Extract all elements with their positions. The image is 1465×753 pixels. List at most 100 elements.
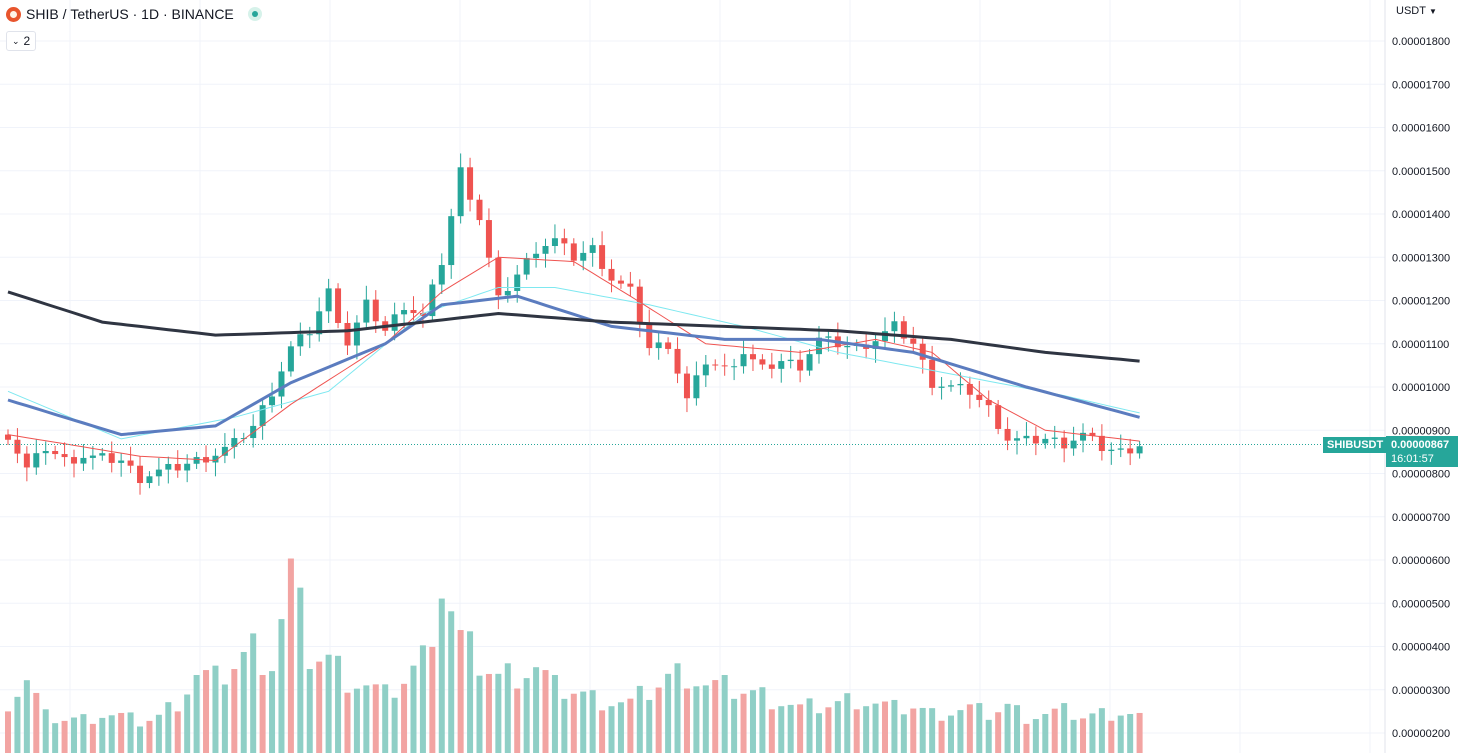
volume-bar	[1023, 723, 1030, 753]
candle-body	[344, 322, 351, 346]
interval[interactable]: 1D	[141, 6, 160, 22]
volume-bar	[485, 673, 492, 753]
market-status-icon[interactable]	[247, 7, 262, 21]
volume-bar	[608, 706, 615, 753]
last-price-value: 0.00000867	[1391, 439, 1450, 451]
volume-bar	[1032, 719, 1039, 753]
volume-bar	[665, 673, 672, 753]
candle-body	[118, 460, 125, 463]
candle-body	[985, 399, 992, 406]
volume-bar	[948, 715, 954, 753]
ma-short-line	[7, 256, 1140, 462]
candle-body	[212, 455, 219, 463]
price-tick-label: 0.00001500	[1392, 166, 1450, 178]
volume-bar	[702, 685, 709, 753]
candle-body	[325, 288, 332, 312]
volume-bar	[325, 654, 332, 753]
candle-body	[815, 337, 822, 355]
chevron-down-icon: ⌄	[12, 35, 20, 46]
volume-histogram	[5, 558, 1143, 753]
candle-body	[966, 383, 973, 395]
volume-bar	[1127, 714, 1134, 753]
price-tick-label: 0.00001400	[1392, 209, 1450, 221]
volume-bar	[1089, 713, 1096, 753]
candle-body	[495, 257, 502, 296]
candle-body	[71, 457, 78, 464]
candle-body	[278, 371, 285, 397]
candle-body	[269, 396, 276, 406]
price-tick-label: 0.00000200	[1392, 728, 1450, 740]
candle-body	[89, 455, 96, 458]
volume-bar	[1051, 708, 1058, 753]
volume-bar	[457, 630, 464, 753]
candle-body	[137, 465, 144, 484]
volume-bar	[881, 701, 888, 753]
candle-body	[749, 354, 756, 360]
volume-bar	[1042, 714, 1049, 753]
candle-body	[759, 359, 766, 365]
candle-body	[778, 361, 785, 369]
volume-bar	[900, 714, 907, 753]
candle-body	[580, 252, 587, 261]
candle-body	[42, 451, 49, 454]
candle-body	[797, 359, 804, 371]
volume-bar	[910, 708, 917, 753]
volume-bar	[551, 675, 558, 753]
candle-body	[891, 321, 898, 332]
candle-body	[184, 463, 191, 471]
volume-bar	[778, 706, 785, 753]
candle-body	[570, 243, 577, 261]
volume-bar	[278, 619, 285, 753]
volume-bar	[1117, 715, 1124, 753]
price-tick-label: 0.00001100	[1392, 339, 1449, 351]
chart-grid	[0, 0, 1385, 753]
candle-body	[655, 342, 662, 349]
candle-body	[146, 476, 153, 484]
volume-bar	[815, 713, 822, 753]
candle-body	[721, 365, 728, 367]
volume-bar	[636, 685, 643, 753]
volume-bar	[646, 699, 653, 753]
candle-body	[52, 451, 59, 455]
candle-body	[287, 346, 294, 372]
candle-body	[1080, 432, 1087, 441]
candle-body	[976, 394, 983, 400]
volume-bar	[71, 717, 78, 753]
volume-bar	[240, 651, 247, 753]
candle-body	[335, 288, 342, 323]
indicators-toggle-button[interactable]: ⌄ 2	[6, 31, 37, 51]
volume-bar	[617, 702, 624, 753]
candle-body	[1136, 446, 1143, 454]
candle-body	[1023, 435, 1030, 439]
volume-bar	[438, 598, 445, 753]
candle-body	[948, 385, 954, 387]
candle-body	[1127, 448, 1134, 454]
symbol-name[interactable]: SHIB	[26, 6, 59, 22]
volume-bar	[297, 587, 304, 753]
candle-body	[457, 167, 464, 217]
candle-body	[174, 463, 181, 471]
candle-body	[561, 238, 568, 244]
bar-countdown: 16:01:57	[1391, 453, 1434, 465]
volume-bar	[655, 687, 662, 753]
volume-bar	[14, 696, 21, 753]
candle-body	[542, 246, 549, 254]
volume-bar	[1080, 718, 1087, 753]
indicators-count: 2	[23, 34, 31, 48]
volume-bar	[891, 699, 898, 753]
dot: ·	[162, 6, 168, 22]
volume-bar	[570, 693, 577, 753]
volume-bar	[137, 726, 144, 753]
volume-bar	[127, 712, 134, 753]
currency-selector[interactable]: USDT ▼	[1396, 5, 1437, 17]
candle-body	[467, 167, 474, 200]
volume-bar	[599, 710, 606, 753]
price-tick-label: 0.00000500	[1392, 598, 1450, 610]
candle-body	[768, 364, 775, 369]
volume-bar	[929, 708, 936, 753]
price-axis[interactable]: 0.00001800 0.00001700 0.00001600 0.00001500…	[1392, 36, 1450, 740]
candle-body	[910, 338, 917, 344]
candle-body	[806, 354, 813, 371]
volume-bar	[287, 558, 294, 753]
